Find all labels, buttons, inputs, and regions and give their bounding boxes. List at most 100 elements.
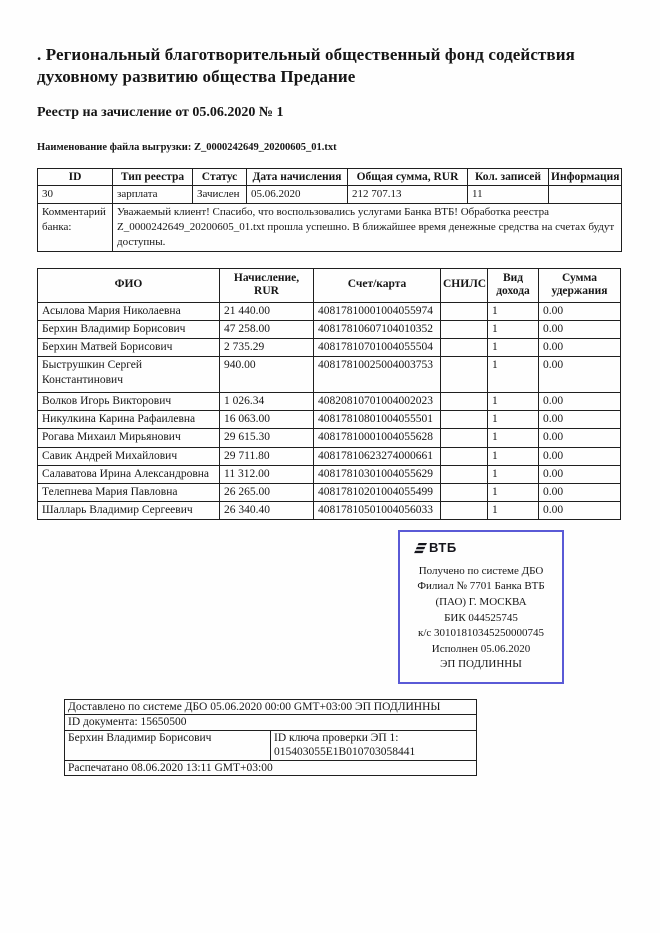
col-header-total: Общая сумма, RUR	[347, 168, 468, 187]
cell-account: 40817810607104010352	[313, 319, 441, 339]
cell-amount: 2 735.29	[219, 337, 314, 358]
cell-withholding: 0.00	[538, 428, 621, 448]
cell-snils	[440, 319, 488, 339]
bank-comment-label: Комментарий банка:	[37, 203, 113, 252]
col-header-type: Тип реестра	[112, 168, 193, 187]
cell-snils	[440, 356, 488, 394]
registry-subtitle: Реестр на зачисление от 05.06.2020 № 1	[37, 105, 284, 121]
stamp-line: к/с 30101810345250000745	[417, 627, 545, 640]
table-row: Быструшкин Сергей Константинович 940.00 …	[37, 356, 621, 394]
vtb-wing-icon	[413, 542, 427, 555]
vtb-logo-text: ВТБ	[429, 540, 457, 556]
cell-income: 1	[487, 319, 539, 339]
cell-amount: 29 615.30	[219, 428, 314, 448]
table-row: Шалларь Владимир Сергеевич 26 340.40 408…	[37, 501, 621, 521]
signer-name: Берхин Владимир Борисович	[64, 729, 271, 761]
col-header-status: Статус	[192, 168, 247, 187]
cell-income: 1	[487, 356, 539, 394]
cell-amount: 11 312.00	[219, 464, 314, 484]
cell-fio: Шалларь Владимир Сергеевич	[37, 501, 220, 521]
page-title: . Региональный благотворительный обществ…	[37, 45, 575, 87]
registry-data-row: 30 зарплата Зачислен 05.06.2020 212 707.…	[37, 185, 622, 205]
cell-fio: Савик Андрей Михайлович	[37, 446, 220, 466]
cell-amount: 26 340.40	[219, 501, 314, 521]
cell-amount: 26 265.00	[219, 482, 314, 503]
cell-account: 40817810025004003753	[313, 356, 441, 394]
registry-status: Зачислен	[192, 185, 247, 205]
cell-withholding: 0.00	[538, 356, 621, 394]
bank-comment-row: Комментарий банка: Уважаемый клиент! Спа…	[37, 203, 622, 252]
delivery-table: Доставлено по системе ДБО 05.06.2020 00:…	[64, 698, 477, 776]
col-header-date: Дата начисления	[246, 168, 348, 187]
cell-fio: Салаватова Ирина Александровна	[37, 464, 220, 484]
col-header-fio: ФИО	[37, 267, 220, 303]
registry-header-row: ID Тип реестра Статус Дата начисления Об…	[37, 168, 622, 187]
delivered-text: Доставлено по системе ДБО 05.06.2020 00:…	[64, 698, 477, 716]
stamp-line: ЭП ПОДЛИННЫ	[440, 658, 522, 671]
printed-row: Распечатано 08.06.2020 13:11 GMT+03:00	[64, 759, 477, 776]
cell-income: 1	[487, 482, 539, 503]
registry-id: 30	[37, 185, 113, 205]
cell-snils	[440, 501, 488, 521]
cell-account: 40817810001004055974	[313, 301, 441, 321]
bank-comment-text: Уважаемый клиент! Спасибо, что воспользо…	[112, 203, 622, 252]
table-row: Никулкина Карина Рафаилевна 16 063.00 40…	[37, 410, 621, 430]
table-row: Асылова Мария Николаевна 21 440.00 40817…	[37, 301, 621, 321]
cell-fio: Асылова Мария Николаевна	[37, 301, 220, 321]
cell-fio: Волков Игорь Викторович	[37, 392, 220, 412]
vtb-logo: ВТБ	[404, 539, 558, 557]
cell-withholding: 0.00	[538, 446, 621, 466]
col-header-income: Вид дохода	[487, 267, 539, 303]
cell-amount: 940.00	[219, 356, 314, 394]
col-header-info: Информация	[548, 168, 622, 187]
col-header-id: ID	[37, 168, 113, 187]
cell-income: 1	[487, 410, 539, 430]
cell-account: 40817810501004056033	[313, 501, 441, 521]
printed-text: Распечатано 08.06.2020 13:11 GMT+03:00	[64, 759, 477, 776]
table-row: Берхин Матвей Борисович 2 735.29 4081781…	[37, 337, 621, 358]
cell-account: 40817810201004055499	[313, 482, 441, 503]
cell-withholding: 0.00	[538, 392, 621, 412]
cell-account: 40817810301004055629	[313, 464, 441, 484]
cell-fio: Берхин Владимир Борисович	[37, 319, 220, 339]
cell-income: 1	[487, 301, 539, 321]
registry-info	[548, 185, 622, 205]
cell-amount: 1 026.34	[219, 392, 314, 412]
table-row: Савик Андрей Михайлович 29 711.80 408178…	[37, 446, 621, 466]
cell-income: 1	[487, 501, 539, 521]
cell-account: 40817810623274000661	[313, 446, 441, 466]
signature-key-cell: ID ключа проверки ЭП 1: 015403055E1B0107…	[270, 729, 477, 761]
cell-snils	[440, 301, 488, 321]
cell-income: 1	[487, 337, 539, 358]
cell-snils	[440, 446, 488, 466]
table-row: Салаватова Ирина Александровна 11 312.00…	[37, 464, 621, 484]
cell-snils	[440, 410, 488, 430]
cell-income: 1	[487, 428, 539, 448]
stamp-box: ВТБ Получено по системе ДБО Филиал № 770…	[398, 530, 564, 684]
cell-snils	[440, 392, 488, 412]
cell-amount: 47 258.00	[219, 319, 314, 339]
registry-count: 11	[467, 185, 549, 205]
doc-id-text: ID документа: 15650500	[64, 714, 477, 731]
payments-table: ФИО Начисление, RUR Счет/карта СНИЛС Вид…	[37, 267, 621, 521]
stamp-line: Получено по системе ДБО	[418, 564, 544, 577]
cell-withholding: 0.00	[538, 464, 621, 484]
registry-date: 05.06.2020	[246, 185, 348, 205]
cell-snils	[440, 428, 488, 448]
col-header-snils: СНИЛС	[440, 267, 488, 303]
cell-income: 1	[487, 464, 539, 484]
table-row: Телепнева Мария Павловна 26 265.00 40817…	[37, 482, 621, 503]
registry-table: ID Тип реестра Статус Дата начисления Об…	[37, 168, 622, 252]
stamp-line: БИК 044525745	[444, 611, 518, 624]
cell-account: 40817810701004055504	[313, 337, 441, 358]
cell-withholding: 0.00	[538, 319, 621, 339]
registry-total: 212 707.13	[347, 185, 468, 205]
payments-header-row: ФИО Начисление, RUR Счет/карта СНИЛС Вид…	[37, 267, 621, 303]
cell-income: 1	[487, 392, 539, 412]
cell-snils	[440, 482, 488, 503]
cell-amount: 21 440.00	[219, 301, 314, 321]
stamp-line: Филиал № 7701 Банка ВТБ	[417, 580, 545, 593]
table-row: Рогава Михаил Мирьянович 29 615.30 40817…	[37, 428, 621, 448]
cell-fio: Никулкина Карина Рафаилевна	[37, 410, 220, 430]
